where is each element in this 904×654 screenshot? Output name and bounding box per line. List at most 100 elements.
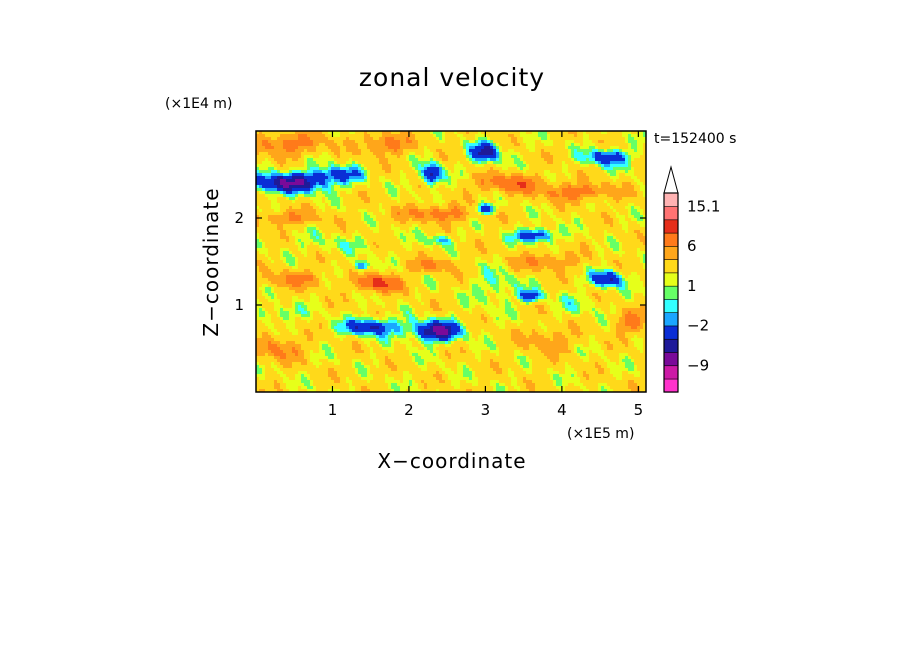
heatmap-cell xyxy=(328,221,332,225)
heatmap-cell xyxy=(430,176,434,180)
heatmap-cell xyxy=(499,209,503,213)
heatmap-cell xyxy=(559,203,563,207)
heatmap-cell xyxy=(334,200,338,204)
heatmap-cell xyxy=(640,137,644,141)
heatmap-cell xyxy=(259,167,263,171)
heatmap-cell xyxy=(361,161,365,165)
heatmap-cell xyxy=(304,230,308,234)
heatmap-cell xyxy=(418,164,422,168)
heatmap-cell xyxy=(415,227,419,231)
heatmap-cell xyxy=(418,197,422,201)
heatmap-cell xyxy=(517,236,521,240)
heatmap-cell xyxy=(502,155,506,159)
heatmap-cell xyxy=(505,206,509,210)
heatmap-cell xyxy=(625,170,629,174)
heatmap-cell xyxy=(454,191,458,195)
heatmap-cell xyxy=(265,167,269,171)
heatmap-cell xyxy=(439,215,443,219)
heatmap-cell xyxy=(403,221,407,225)
heatmap-cell xyxy=(562,239,566,243)
heatmap-cell xyxy=(319,227,323,231)
heatmap-cell xyxy=(568,221,572,225)
heatmap-cell xyxy=(388,161,392,165)
heatmap-cell xyxy=(334,230,338,234)
heatmap-cell xyxy=(571,218,575,222)
heatmap-cell xyxy=(280,146,284,150)
heatmap-cell xyxy=(508,194,512,198)
heatmap-cell xyxy=(445,164,449,168)
heatmap-cell xyxy=(457,200,461,204)
heatmap-cell xyxy=(346,176,350,180)
heatmap-cell xyxy=(394,176,398,180)
heatmap-cell xyxy=(532,209,536,213)
heatmap-cell xyxy=(406,176,410,180)
heatmap-cell xyxy=(556,164,560,168)
heatmap-cell xyxy=(454,209,458,213)
heatmap-cell xyxy=(373,194,377,198)
heatmap-cell xyxy=(445,215,449,219)
heatmap-cell xyxy=(463,197,467,201)
heatmap-cell xyxy=(412,167,416,171)
heatmap-cell xyxy=(490,185,494,189)
heatmap-cell xyxy=(433,161,437,165)
heatmap-cell xyxy=(430,197,434,201)
heatmap-cell xyxy=(280,182,284,186)
heatmap-cell xyxy=(358,227,362,231)
heatmap-cell xyxy=(292,236,296,240)
heatmap-cell xyxy=(526,176,530,180)
heatmap-cell xyxy=(487,161,491,165)
heatmap-cell xyxy=(604,206,608,210)
heatmap-cell xyxy=(436,230,440,234)
heatmap-cell xyxy=(403,164,407,168)
heatmap-cell xyxy=(592,224,596,228)
heatmap-cell xyxy=(610,131,614,135)
heatmap-cell xyxy=(526,161,530,165)
heatmap-cell xyxy=(331,203,335,207)
heatmap-cell xyxy=(343,149,347,153)
heatmap-cell xyxy=(571,212,575,216)
heatmap-cell xyxy=(340,140,344,144)
heatmap-cell xyxy=(514,218,518,222)
heatmap-cell xyxy=(280,137,284,141)
heatmap-cell xyxy=(391,167,395,171)
heatmap-cell xyxy=(493,215,497,219)
heatmap-cell xyxy=(568,188,572,192)
heatmap-cell xyxy=(400,182,404,186)
heatmap-cell xyxy=(268,170,272,174)
heatmap-cell xyxy=(388,155,392,159)
heatmap-cell xyxy=(544,158,548,162)
heatmap-cell xyxy=(442,131,446,135)
heatmap-cell xyxy=(472,227,476,231)
heatmap-cell xyxy=(496,176,500,180)
heatmap-cell xyxy=(406,224,410,228)
heatmap-cell xyxy=(634,173,638,177)
heatmap-cell xyxy=(595,230,599,234)
heatmap-cell xyxy=(595,212,599,216)
heatmap-cell xyxy=(532,239,536,243)
heatmap-cell xyxy=(541,236,545,240)
heatmap-cell xyxy=(382,227,386,231)
heatmap-cell xyxy=(640,194,644,198)
heatmap-cell xyxy=(532,137,536,141)
heatmap-cell xyxy=(409,194,413,198)
heatmap-cell xyxy=(415,149,419,153)
heatmap-cell xyxy=(301,161,305,165)
heatmap-cell xyxy=(643,146,646,150)
heatmap-cell xyxy=(583,134,587,138)
heatmap-cell xyxy=(274,164,278,168)
heatmap-cell xyxy=(274,215,278,219)
heatmap-cell xyxy=(634,164,638,168)
heatmap-cell xyxy=(595,140,599,144)
heatmap-cell xyxy=(346,143,350,147)
heatmap-cell xyxy=(259,191,263,195)
heatmap-cell xyxy=(481,134,485,138)
heatmap-cell xyxy=(373,209,377,213)
heatmap-cell xyxy=(505,212,509,216)
heatmap-cell xyxy=(553,212,557,216)
heatmap-cell xyxy=(343,188,347,192)
heatmap-cell xyxy=(382,230,386,234)
heatmap-cell xyxy=(265,140,269,144)
heatmap-cell xyxy=(577,158,581,162)
heatmap-cell xyxy=(502,134,506,138)
heatmap-cell xyxy=(271,143,275,147)
